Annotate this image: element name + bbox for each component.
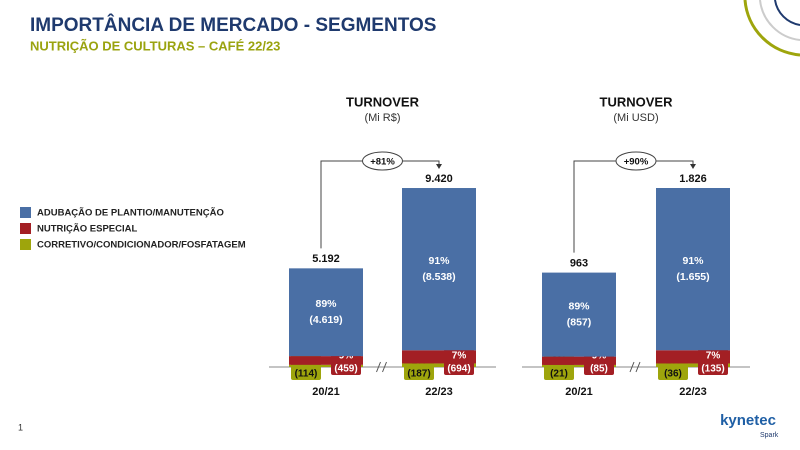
category-label: 20/21 <box>312 386 340 398</box>
category-label: 20/21 <box>565 386 593 398</box>
page-number: 1 <box>18 422 23 432</box>
bar-segment <box>289 268 363 357</box>
decor-arc <box>743 0 800 57</box>
total-label: 9.420 <box>425 173 453 185</box>
share-label: 7% <box>452 351 467 362</box>
share-label: 7% <box>706 351 721 362</box>
slide-title: IMPORTÂNCIA DE MERCADO - SEGMENTOS <box>30 14 436 36</box>
bar-segment <box>289 356 363 365</box>
value-label: (8.538) <box>422 271 455 283</box>
bar-segment <box>656 363 730 367</box>
value-label: (21) <box>550 369 568 380</box>
bar-segment <box>289 364 363 367</box>
share-label: 91% <box>428 255 450 267</box>
growth-arrow <box>690 164 696 169</box>
chart-subtitle: (Mi R$) <box>364 112 400 124</box>
logo: kynetec <box>720 412 776 429</box>
value-label: (36) <box>664 369 682 380</box>
share-label: 9% <box>339 351 354 362</box>
value-label: (4.619) <box>309 314 342 326</box>
total-label: 5.192 <box>312 253 340 265</box>
legend-label: CORRETIVO/CONDICIONADOR/FOSFATAGEM <box>37 240 246 251</box>
chart-subtitle: (Mi USD) <box>613 112 658 124</box>
growth-oval <box>615 151 657 171</box>
label-box <box>444 349 474 375</box>
share-label: 91% <box>682 255 704 267</box>
bar-segment <box>402 188 476 351</box>
axis-break <box>376 361 387 373</box>
decor-arc <box>759 0 800 41</box>
label-box <box>698 349 728 375</box>
legend-label: NUTRIÇÃO ESPECIAL <box>37 224 137 235</box>
bar-segment <box>656 188 730 351</box>
value-label: (114) <box>295 369 318 380</box>
legend-label: ADUBAÇÃO DE PLANTIO/MANUTENÇÃO <box>37 208 224 219</box>
share-label: 89% <box>568 300 590 312</box>
bar-segment <box>542 364 616 367</box>
logo-sub: Spark <box>760 432 779 439</box>
category-label: 22/23 <box>425 386 453 398</box>
total-label: 963 <box>570 258 588 270</box>
decor-arc <box>774 0 800 26</box>
chart-title: TURNOVER <box>346 94 420 109</box>
value-label: (85) <box>590 364 608 375</box>
bar-segment <box>542 272 616 357</box>
value-label: (857) <box>567 316 592 328</box>
axis-break <box>629 361 641 373</box>
growth-label: +90% <box>624 157 649 168</box>
value-label: (135) <box>701 364 724 375</box>
value-label: (459) <box>334 364 357 375</box>
growth-label: +81% <box>370 157 395 168</box>
total-label: 1.826 <box>679 173 707 185</box>
legend-swatch <box>20 207 31 218</box>
legend-swatch <box>20 223 31 234</box>
legend-swatch <box>20 239 31 250</box>
bar-segment <box>542 356 616 365</box>
value-label: (187) <box>407 369 430 380</box>
share-label: 89% <box>315 298 337 310</box>
chart-title: TURNOVER <box>600 94 674 109</box>
category-label: 22/23 <box>679 386 707 398</box>
bar-segment <box>402 363 476 367</box>
value-label: (1.655) <box>676 271 709 283</box>
value-label: (694) <box>447 364 470 375</box>
slide-subtitle: NUTRIÇÃO DE CULTURAS – CAFÉ 22/23 <box>30 38 280 53</box>
growth-oval <box>362 151 403 171</box>
growth-arrow <box>436 164 442 170</box>
